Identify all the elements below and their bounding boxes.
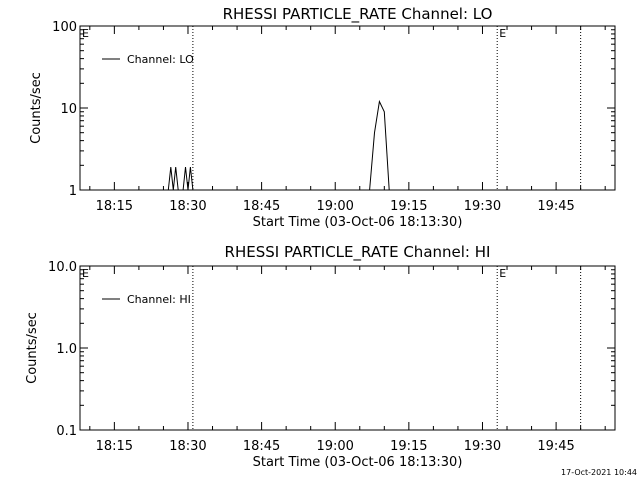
x-axis-label: Start Time (03-Oct-06 18:13:30) bbox=[253, 455, 463, 470]
x-tick-label: 18:30 bbox=[169, 439, 206, 454]
x-tick-label: 18:45 bbox=[243, 199, 280, 214]
series-line-1 bbox=[80, 99, 615, 191]
x-tick-label: 19:00 bbox=[316, 439, 353, 454]
chart-panel-1: RHESSI PARTICLE_RATE Channel: LO 18:15 18:… bbox=[29, 5, 616, 230]
chart-title: RHESSI PARTICLE_RATE Channel: HI bbox=[225, 243, 491, 262]
plot-frame bbox=[79, 265, 616, 431]
marker-label: E bbox=[499, 27, 506, 40]
y-axis-label: Counts/sec bbox=[29, 72, 44, 144]
x-tick-label: 18:15 bbox=[96, 439, 133, 454]
marker-label: E bbox=[499, 267, 506, 280]
y-tick-label: 1 bbox=[69, 184, 77, 199]
x-tick-label: 19:30 bbox=[464, 199, 501, 214]
x-tick-label: 19:15 bbox=[390, 199, 427, 214]
y-tick-label: 10.0 bbox=[48, 260, 77, 275]
x-tick-label: 19:45 bbox=[537, 199, 574, 214]
x-axis-label: Start Time (03-Oct-06 18:13:30) bbox=[253, 215, 463, 230]
x-tick-label: 19:00 bbox=[316, 199, 353, 214]
y-tick-label: 1.0 bbox=[56, 342, 77, 357]
chart-title: RHESSI PARTICLE_RATE Channel: LO bbox=[223, 5, 493, 24]
legend-entry: Channel: LO bbox=[127, 53, 194, 66]
x-tick-label: 18:45 bbox=[243, 439, 280, 454]
footer-timestamp: 17-Oct-2021 10:44 bbox=[561, 468, 637, 477]
y-tick-label: 100 bbox=[52, 20, 77, 35]
x-tick-label: 19:15 bbox=[390, 439, 427, 454]
y-tick-label: 0.1 bbox=[56, 424, 77, 439]
y-tick-label: 10 bbox=[60, 102, 77, 117]
chart-panel-2: RHESSI PARTICLE_RATE Channel: HI 18:15 18:… bbox=[25, 243, 616, 470]
x-tick-label: 19:30 bbox=[464, 439, 501, 454]
corner-label: E bbox=[82, 267, 89, 280]
y-axis-label: Counts/sec bbox=[25, 312, 40, 384]
x-tick-label: 18:30 bbox=[169, 199, 206, 214]
legend-entry: Channel: HI bbox=[127, 293, 191, 306]
x-tick-label: 19:45 bbox=[537, 439, 574, 454]
corner-label: E bbox=[82, 27, 89, 40]
x-tick-label: 18:15 bbox=[96, 199, 133, 214]
plot-frame bbox=[79, 25, 616, 191]
